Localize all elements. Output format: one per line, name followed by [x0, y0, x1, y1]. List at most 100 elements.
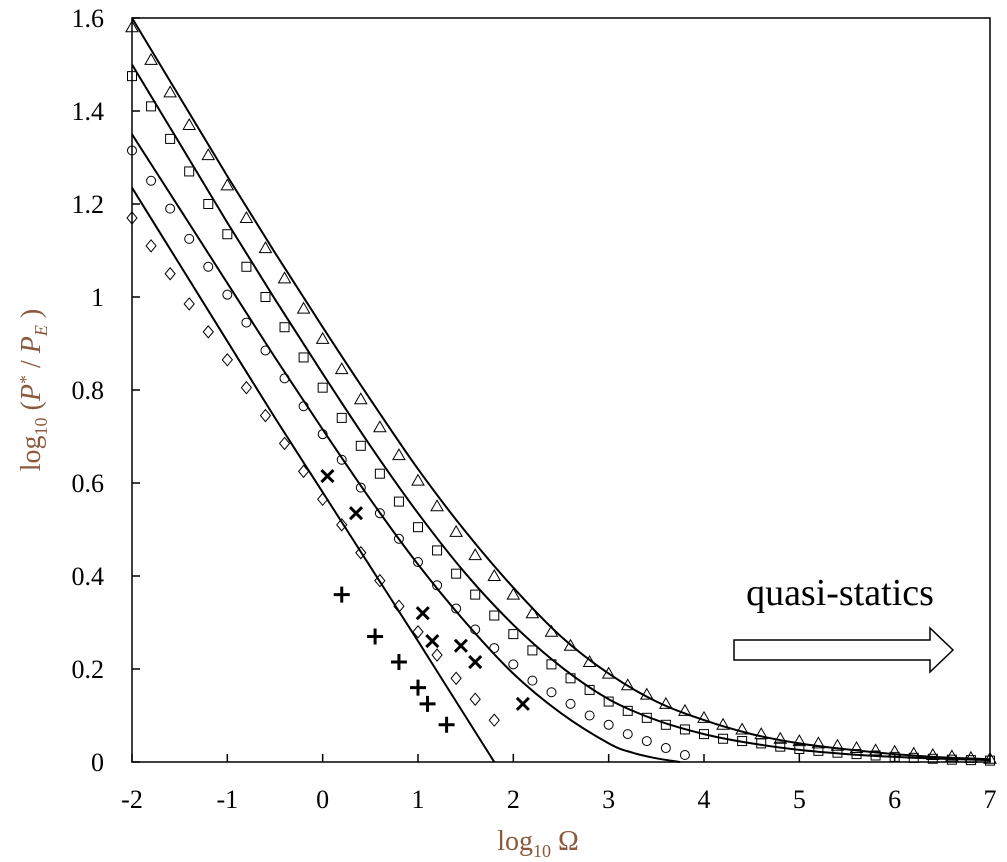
- circle-marker: [508, 659, 519, 670]
- triangle-marker: [449, 524, 463, 537]
- triangle-marker: [258, 241, 273, 254]
- triangle-marker: [659, 696, 673, 709]
- triangle-marker: [182, 117, 197, 130]
- square-marker: [241, 261, 252, 272]
- plus-marker: [333, 586, 350, 603]
- square-marker: [985, 755, 995, 766]
- triangle-marker: [506, 587, 521, 600]
- y-tick-label: 0.4: [72, 562, 105, 591]
- triangle-marker: [163, 85, 177, 98]
- triangle-marker: [220, 178, 235, 191]
- square-marker: [851, 749, 862, 760]
- circle-marker: [336, 454, 347, 465]
- circle-marker: [546, 687, 557, 698]
- square-marker: [489, 610, 500, 621]
- square-marker: [603, 696, 614, 707]
- circle-marker: [260, 345, 271, 356]
- x-axis-title: log10 Ω: [497, 826, 579, 861]
- diamond-marker: [374, 573, 386, 588]
- circle-marker: [127, 145, 137, 156]
- fit-curve-3: [131, 133, 681, 763]
- y-tick-label: 0: [91, 748, 104, 777]
- triangle-marker: [716, 717, 730, 730]
- plus-marker: [390, 654, 407, 671]
- diamond-marker: [240, 380, 253, 395]
- diamond-marker: [488, 713, 500, 727]
- triangle-marker: [983, 751, 997, 764]
- right-arrow-icon: [733, 626, 955, 674]
- triangle-marker: [430, 499, 444, 512]
- square-marker: [565, 673, 576, 684]
- x-marker: [348, 506, 364, 521]
- circle-marker: [622, 729, 633, 740]
- triangle-marker: [125, 20, 139, 33]
- circle-marker: [565, 698, 576, 709]
- triangle-marker: [277, 271, 292, 284]
- x-marker: [468, 654, 483, 670]
- plus-marker: [410, 679, 426, 696]
- square-marker: [374, 468, 385, 479]
- diamond-marker: [393, 599, 405, 614]
- square-marker: [393, 496, 404, 507]
- triangle-marker: [353, 392, 368, 405]
- square-marker: [927, 753, 938, 764]
- triangle-marker: [735, 722, 749, 735]
- triangle-marker: [849, 741, 864, 754]
- triangle-marker: [563, 638, 578, 651]
- square-marker: [527, 645, 538, 656]
- x-marker: [453, 638, 468, 653]
- square-marker: [679, 724, 690, 735]
- diamond-marker: [259, 408, 272, 423]
- circle-marker: [584, 710, 595, 721]
- diamond-marker: [412, 625, 424, 639]
- y-tick-label: 0.2: [72, 655, 105, 684]
- x-tick-label: 4: [698, 785, 711, 814]
- square-marker: [508, 629, 519, 640]
- circle-marker: [203, 261, 214, 272]
- x-marker: [425, 634, 440, 649]
- y-axis-ticks: 0 0.2 0.4 0.6 0.8 1 1.2 1.4 1.6: [72, 4, 140, 777]
- square-marker: [641, 712, 652, 723]
- square-marker: [413, 522, 423, 533]
- circle-marker: [355, 482, 366, 493]
- diamond-marker: [126, 211, 138, 225]
- square-marker: [737, 736, 748, 747]
- diamond-marker: [450, 671, 462, 686]
- square-marker: [165, 133, 176, 144]
- square-marker: [622, 705, 633, 716]
- triangle-marker: [525, 606, 540, 619]
- square-marker: [756, 738, 767, 749]
- x-tick-label: 5: [793, 785, 806, 814]
- x-tick-label: 2: [507, 785, 520, 814]
- diamond-marker: [297, 464, 310, 479]
- x-tick-label: 3: [602, 785, 615, 814]
- triangle-marker: [392, 448, 406, 461]
- triangle-marker: [620, 678, 635, 691]
- x-tick-label: -1: [216, 785, 238, 814]
- triangle-marker: [639, 687, 654, 700]
- x-marker: [320, 468, 335, 484]
- square-marker: [317, 382, 328, 393]
- y-tick-label: 1.4: [72, 97, 105, 126]
- plus-marker: [367, 628, 384, 645]
- square-marker: [889, 751, 900, 762]
- plot-area: -2 -1 0 1 2 3 4 5 6 7 0 0.2 0.4 0.6 0.8 1 1.2 1.4 1.6: [72, 4, 997, 814]
- triangle-marker: [887, 744, 902, 757]
- circle-marker: [432, 580, 443, 591]
- circle-marker: [165, 203, 176, 214]
- square-marker: [336, 412, 347, 423]
- circle-marker: [527, 675, 538, 686]
- square-marker: [832, 747, 843, 758]
- square-marker: [260, 292, 271, 302]
- circle-marker: [374, 508, 385, 519]
- triangle-marker: [544, 624, 559, 637]
- triangle-marker: [487, 568, 502, 581]
- diamond-marker: [164, 266, 176, 281]
- triangle-marker: [830, 738, 845, 751]
- square-marker: [718, 733, 729, 744]
- triangle-marker: [868, 743, 883, 756]
- triangle-marker: [601, 666, 616, 679]
- diamond-marker: [336, 518, 348, 532]
- square-marker: [546, 659, 557, 670]
